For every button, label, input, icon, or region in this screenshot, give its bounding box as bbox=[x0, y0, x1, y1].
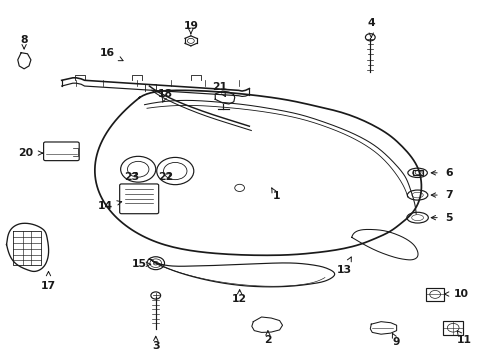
Bar bbox=[412, 170, 423, 175]
Text: 2: 2 bbox=[264, 331, 271, 345]
Text: 12: 12 bbox=[232, 290, 246, 304]
Text: 13: 13 bbox=[336, 257, 351, 275]
Text: 17: 17 bbox=[41, 271, 56, 291]
Text: 7: 7 bbox=[430, 190, 452, 200]
Text: 11: 11 bbox=[455, 331, 470, 345]
Text: 10: 10 bbox=[444, 289, 468, 299]
Text: 1: 1 bbox=[271, 188, 279, 201]
Text: 18: 18 bbox=[158, 89, 173, 102]
Bar bbox=[425, 288, 444, 301]
Text: 4: 4 bbox=[366, 18, 374, 37]
Text: 6: 6 bbox=[430, 168, 452, 178]
Text: 9: 9 bbox=[391, 333, 400, 347]
Text: 20: 20 bbox=[19, 148, 42, 158]
Text: 22: 22 bbox=[158, 172, 173, 182]
Text: 8: 8 bbox=[20, 35, 28, 49]
Text: 15: 15 bbox=[132, 259, 150, 269]
Text: 21: 21 bbox=[212, 82, 227, 96]
Text: 16: 16 bbox=[99, 48, 123, 61]
Text: 14: 14 bbox=[98, 201, 122, 211]
Text: 19: 19 bbox=[183, 21, 198, 34]
Text: 3: 3 bbox=[152, 336, 159, 351]
Bar bbox=[443, 320, 462, 335]
Text: 5: 5 bbox=[430, 213, 452, 222]
Text: 23: 23 bbox=[123, 172, 139, 182]
